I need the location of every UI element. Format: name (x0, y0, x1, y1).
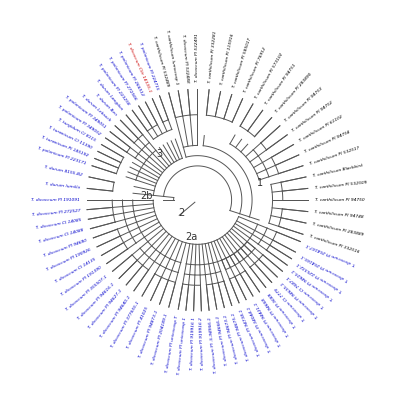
Text: T. durum Lebsock: T. durum Lebsock (80, 94, 111, 123)
Text: T. carthilicum PI 94748: T. carthilicum PI 94748 (314, 210, 364, 220)
Text: T. polonicum PI 272566: T. polonicum PI 272566 (107, 56, 137, 101)
Text: T. dicoccum CI 7687-1: T. dicoccum CI 7687-1 (286, 274, 326, 308)
Text: T. polonicum PI 266512: T. polonicum PI 266512 (117, 50, 144, 97)
Text: T. dicoccum PI 3688: T. dicoccum PI 3688 (268, 292, 298, 328)
Text: T. carthilicum lumocosp 1: T. carthilicum lumocosp 1 (166, 29, 179, 84)
Text: T. carthilicum PI 94751: T. carthilicum PI 94751 (265, 64, 297, 106)
Text: T. dicoccum PI 532491: T. dicoccum PI 532491 (196, 34, 199, 82)
Text: T. polonicum PI 349052: T. polonicum PI 349052 (57, 104, 101, 136)
Text: T. carthilicum PI 94752: T. carthilicum PI 94752 (292, 100, 334, 132)
Text: T. carthilicum PI 283890: T. carthilicum PI 283890 (275, 72, 313, 114)
Text: T. dicoccum PI 94625-1: T. dicoccum PI 94625-1 (292, 268, 335, 300)
Text: T. durum lumillo: T. durum lumillo (45, 182, 81, 190)
Text: T. carthilicum PI 94753: T. carthilicum PI 94753 (284, 86, 323, 123)
Text: T. carthilicum PI 61102: T. carthilicum PI 61102 (298, 115, 343, 143)
Text: T. dicoccum PI 94668: T. dicoccum PI 94668 (261, 296, 291, 337)
Text: T. dicoccum PI 254165-1: T. dicoccum PI 254165-1 (301, 254, 349, 282)
Text: T. dicoccum PI 94680: T. dicoccum PI 94680 (43, 238, 88, 258)
Text: T. dicoccum PI 191390: T. dicoccum PI 191390 (60, 266, 102, 297)
Text: T. polonicum PI 223171: T. polonicum PI 223171 (37, 146, 86, 166)
Text: T. dicoccum PI 919916 1: T. dicoccum PI 919916 1 (190, 318, 196, 370)
Text: T. dicoccum PI 94675-1: T. dicoccum PI 94675-1 (232, 311, 251, 360)
Text: T. dicoccum PI 94635-1: T. dicoccum PI 94635-1 (281, 280, 320, 318)
Text: 3: 3 (156, 149, 162, 159)
Text: T. carthilicum PI 115916: T. carthilicum PI 115916 (220, 33, 235, 85)
Text: T. dicoccum PI 919916 2: T. dicoccum PI 919916 2 (199, 318, 205, 370)
Text: 2b: 2b (140, 190, 153, 200)
Text: T. polonicum PI 224715: T. polonicum PI 224715 (138, 41, 159, 90)
Text: T. turanicum PI 185192: T. turanicum PI 185192 (41, 135, 89, 158)
Text: T. polonicum PI 223258: T. polonicum PI 223258 (97, 63, 130, 106)
Text: T. dicoccum PI 94616-1: T. dicoccum PI 94616-1 (77, 282, 116, 320)
Text: T. dicoccum PI 94673-1: T. dicoccum PI 94673-1 (224, 314, 240, 364)
Text: T. carthilicum PI 94754: T. carthilicum PI 94754 (304, 130, 351, 154)
Text: T. carthilicum PI 94750: T. carthilicum PI 94750 (315, 198, 365, 202)
Text: T. dicoccum PI 254167-1: T. dicoccum PI 254167-1 (306, 242, 357, 266)
Text: T. carthilicum Blackbird: T. carthilicum Blackbird (312, 163, 363, 178)
Text: T. dicoccum PI 190926: T. dicoccum PI 190926 (46, 248, 92, 272)
Text: T. dicoccum PI 94627-1: T. dicoccum PI 94627-1 (88, 289, 123, 330)
Text: T. carthilicum PI 585017: T. carthilicum PI 585017 (232, 38, 252, 89)
Text: T. dicoccum PI 94873-1: T. dicoccum PI 94873-1 (138, 310, 159, 358)
Text: T. carthilicum PI 532517: T. carthilicum PI 532517 (309, 146, 360, 166)
Text: T. dicoccum PI 34044-1: T. dicoccum PI 34044-1 (247, 305, 273, 352)
Text: T. dicoccum Cltr 14335-1: T. dicoccum Cltr 14335-1 (126, 42, 151, 93)
Text: T. durum 8155-B2: T. durum 8155-B2 (44, 166, 83, 178)
Text: T. dicoccum PI 225332-1: T. dicoccum PI 225332-1 (296, 261, 343, 292)
Text: 2: 2 (179, 208, 185, 218)
Text: T. dicoccum CI 7779: T. dicoccum CI 7779 (275, 286, 307, 321)
Text: T. dicoccum PI 204189-1: T. dicoccum PI 204189-1 (151, 313, 169, 366)
Text: T. durum Langdon: T. durum Langdon (95, 78, 123, 111)
Text: T. carthilicum PI 573102: T. carthilicum PI 573102 (255, 52, 284, 99)
Text: T. polonicum PI 349051: T. polonicum PI 349051 (64, 95, 106, 129)
Text: T. dicoccum PI unicocosp T: T. dicoccum PI unicocosp T (165, 316, 179, 373)
Text: T. dicoccum PI -5-94966-1: T. dicoccum PI -5-94966-1 (208, 317, 218, 373)
Text: T. carthilicum PI 332516: T. carthilicum PI 332516 (309, 234, 360, 254)
Text: T. carthilicum PI 532489: T. carthilicum PI 532489 (152, 35, 169, 87)
Text: T. dicoccum CI 14085: T. dicoccum CI 14085 (36, 218, 82, 230)
Text: T. dicoccum PI 532488: T. dicoccum PI 532488 (181, 34, 189, 83)
Text: T. dicoccum PI unicocosp 1: T. dicoccum PI unicocosp 1 (177, 317, 187, 375)
Text: T. dicoccum CI 14088: T. dicoccum CI 14088 (39, 228, 85, 244)
Text: T. turgidum CI 8115: T. turgidum CI 8115 (57, 118, 97, 143)
Text: T. carthilicum PI 283889: T. carthilicum PI 283889 (312, 222, 364, 237)
Text: T. dicoccum PI 94640-1: T. dicoccum PI 94640-1 (100, 295, 132, 339)
Text: T. carthilicum PI 76912: T. carthilicum PI 76912 (244, 46, 267, 93)
Text: T. dicoccum PI 94666-1: T. dicoccum PI 94666-1 (216, 316, 229, 366)
Text: T. dicoccum CI 14135: T. dicoccum CI 14135 (55, 257, 97, 284)
Text: T. dicoccum PI 272527: T. dicoccum PI 272527 (32, 208, 81, 216)
Text: T. dicoccum PI 94421-1: T. dicoccum PI 94421-1 (255, 301, 283, 346)
Text: T. durum Ben: T. durum Ben (94, 93, 117, 117)
Text: T. turanicum CI 11390: T. turanicum CI 11390 (48, 126, 92, 150)
Text: T. dicoccum PI 41025: T. dicoccum PI 41025 (126, 306, 150, 349)
Text: 1: 1 (257, 178, 263, 188)
Text: T. carthilicum PI 532509: T. carthilicum PI 532509 (314, 180, 367, 190)
Text: 2a: 2a (185, 232, 197, 242)
Text: T. dicoccum PI 191091: T. dicoccum PI 191091 (31, 198, 80, 202)
Text: T. dicoccum PI 355507-1: T. dicoccum PI 355507-1 (66, 274, 109, 311)
Text: T. dicoccum PI 377655-1: T. dicoccum PI 377655-1 (110, 301, 140, 349)
Text: T. carthilicum PI 332281: T. carthilicum PI 332281 (208, 31, 217, 83)
Text: T. dicoccum PI 94738-1: T. dicoccum PI 94738-1 (240, 308, 262, 356)
